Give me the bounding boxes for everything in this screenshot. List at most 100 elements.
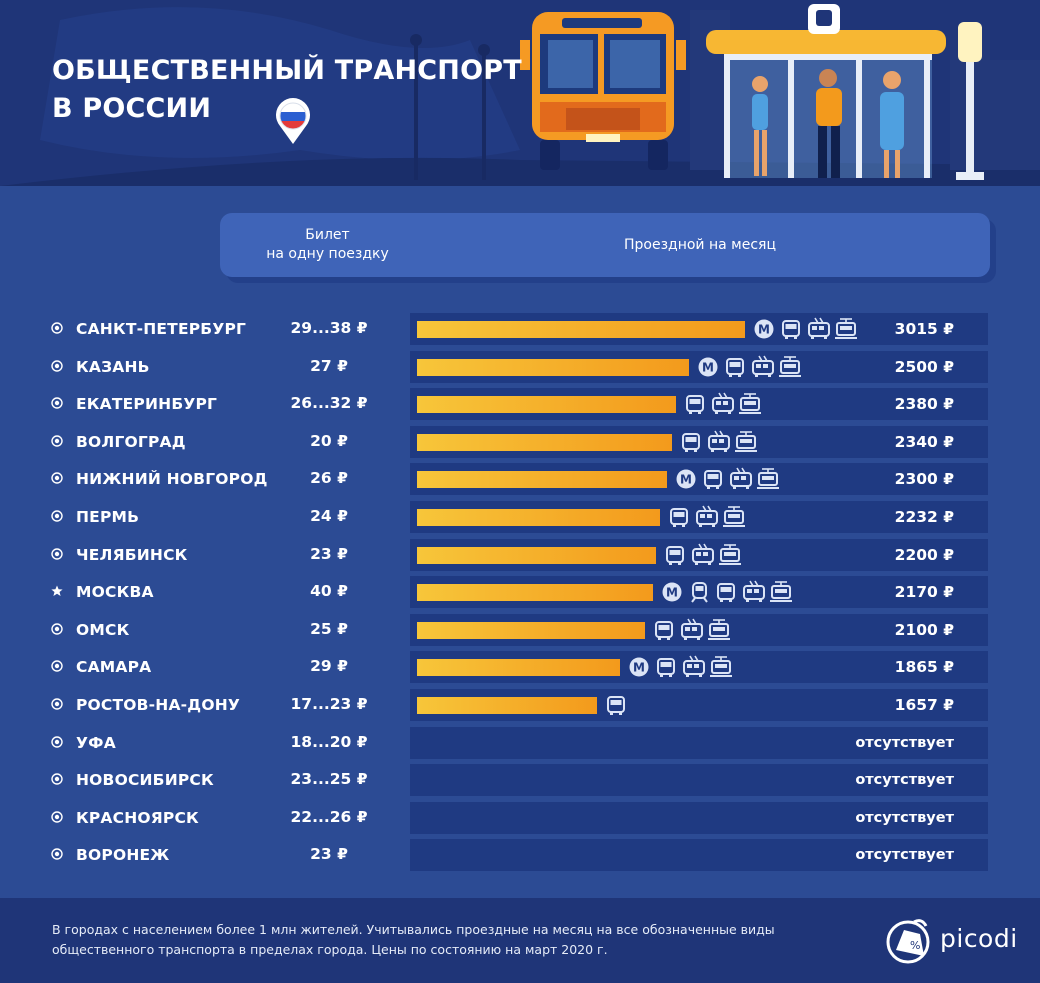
tram-icon — [719, 544, 741, 565]
bullet-circle-icon — [51, 811, 63, 823]
city-label: КРАСНОЯРСК — [76, 809, 199, 827]
bus-icon — [682, 433, 700, 452]
picodi-logo-icon: % — [886, 919, 930, 964]
tram-icon — [779, 356, 801, 377]
city-label: ЕКАТЕРИНБУРГ — [76, 395, 218, 413]
chart-row: ЕКАТЕРИНБУРГ 26...32 ₽ 2380 ₽ — [0, 388, 1040, 420]
bar-track: 2200 ₽ — [410, 539, 988, 571]
bar-track: M 1865 ₽ — [410, 651, 988, 683]
city-label: ВОРОНЕЖ — [76, 846, 170, 864]
chart-row: УФА 18...20 ₽ отсутствует — [0, 727, 1040, 759]
bus-icon — [607, 696, 625, 715]
bullet-circle-icon — [51, 623, 63, 635]
trolleybus-icon — [696, 505, 718, 527]
single-ticket-price: 23 ₽ — [310, 845, 348, 863]
single-ticket-price: 23 ₽ — [310, 545, 348, 563]
monthly-pass-price: 2200 ₽ — [894, 546, 954, 564]
city-label: ВОЛГОГРАД — [76, 433, 186, 451]
chart-row: НОВОСИБИРСК 23...25 ₽ отсутствует — [0, 764, 1040, 796]
monthly-pass-price: отсутствует — [855, 772, 954, 788]
column-header-single-ticket: Билет на одну поездку — [220, 226, 435, 264]
tram-icon — [708, 619, 730, 640]
column-header-monthly-pass: Проездной на месяц — [624, 237, 776, 253]
tram-icon — [835, 318, 857, 339]
bar-track: 2100 ₽ — [410, 614, 988, 646]
chart-row: САМАРА 29 ₽ M 1865 ₽ — [0, 651, 1040, 683]
monthly-pass-price: отсутствует — [855, 735, 954, 751]
city-label: САМАРА — [76, 658, 152, 676]
monthly-pass-bar — [417, 359, 689, 376]
bullet-circle-icon — [51, 360, 63, 372]
bullet-circle-icon — [51, 698, 63, 710]
bullet-circle-icon — [51, 322, 63, 334]
monthly-pass-bar — [417, 396, 676, 413]
single-ticket-price: 25 ₽ — [310, 620, 348, 638]
bus-icon — [782, 320, 800, 339]
chart-row: ЧЕЛЯБИНСК 23 ₽ 2200 ₽ — [0, 539, 1040, 571]
monthly-pass-price: 2232 ₽ — [894, 508, 954, 526]
city-label: ЧЕЛЯБИНСК — [76, 546, 188, 564]
monthly-pass-price: 3015 ₽ — [894, 320, 954, 338]
trolleybus-icon — [681, 618, 703, 640]
city-label: НИЖНИЙ НОВГОРОД — [76, 470, 268, 488]
bullet-circle-icon — [51, 660, 63, 672]
trolleybus-icon — [712, 392, 734, 414]
bullet-circle-icon — [51, 472, 63, 484]
chart-row: НИЖНИЙ НОВГОРОД 26 ₽ M 2300 ₽ — [0, 463, 1040, 495]
single-ticket-price: 20 ₽ — [310, 432, 348, 450]
bullet-circle-icon — [51, 736, 63, 748]
bar-track: 2340 ₽ — [410, 426, 988, 458]
monthly-pass-bar — [417, 622, 645, 639]
single-ticket-line-1: Билет — [305, 227, 350, 243]
monthly-pass-price: 1865 ₽ — [894, 658, 954, 676]
monthly-pass-bar — [417, 659, 620, 676]
single-ticket-line-2: на одну поездку — [266, 246, 389, 262]
svg-text:M: M — [680, 473, 692, 487]
monthly-pass-bar — [417, 509, 660, 526]
bus-icon — [686, 395, 704, 414]
chart-row: КРАСНОЯРСК 22...26 ₽ отсутствует — [0, 802, 1040, 834]
monthly-pass-bar — [417, 471, 667, 488]
svg-text:M: M — [702, 361, 714, 375]
bar-track: отсутствует — [410, 839, 988, 871]
metro-icon: M — [698, 357, 718, 377]
trolleybus-icon — [708, 430, 730, 452]
bullet-circle-icon — [51, 848, 63, 860]
trolleybus-icon — [743, 580, 765, 602]
bus-icon — [717, 583, 735, 602]
city-label: РОСТОВ-НА-ДОНУ — [76, 696, 241, 714]
metro-icon: M — [754, 319, 774, 339]
picodi-logo-text: picodi — [940, 924, 1018, 953]
city-label: ПЕРМЬ — [76, 508, 140, 526]
train-icon — [691, 582, 708, 603]
single-ticket-price: 23...25 ₽ — [290, 770, 368, 788]
monthly-pass-price: 2340 ₽ — [894, 433, 954, 451]
svg-text:M: M — [758, 323, 770, 337]
monthly-pass-price: 2100 ₽ — [894, 621, 954, 639]
monthly-pass-bar — [417, 547, 656, 564]
chart-row: ПЕРМЬ 24 ₽ 2232 ₽ — [0, 501, 1040, 533]
bar-track: M 2300 ₽ — [410, 463, 988, 495]
bullet-circle-icon — [51, 397, 63, 409]
svg-text:M: M — [666, 586, 678, 600]
bullet-circle-icon — [51, 548, 63, 560]
bus-icon — [655, 621, 673, 640]
single-ticket-price: 40 ₽ — [310, 582, 348, 600]
single-ticket-price: 22...26 ₽ — [290, 808, 368, 826]
tram-icon — [739, 393, 761, 414]
single-ticket-price: 26 ₽ — [310, 469, 348, 487]
tram-icon — [757, 468, 779, 489]
bullet-circle-icon — [51, 435, 63, 447]
tram-icon — [710, 656, 732, 677]
bar-track: отсутствует — [410, 802, 988, 834]
page-title: ОБЩЕСТВЕННЫЙ ТРАНСПОРТ В РОССИИ — [52, 52, 522, 128]
monthly-pass-price: 2300 ₽ — [894, 470, 954, 488]
bar-track: M 2500 ₽ — [410, 351, 988, 383]
tram-icon — [723, 506, 745, 527]
bullet-circle-icon — [51, 510, 63, 522]
trolleybus-icon — [752, 355, 774, 377]
trolleybus-icon — [692, 543, 714, 565]
bus-icon — [670, 508, 688, 527]
metro-icon: M — [662, 582, 682, 602]
bus-icon — [657, 658, 675, 677]
